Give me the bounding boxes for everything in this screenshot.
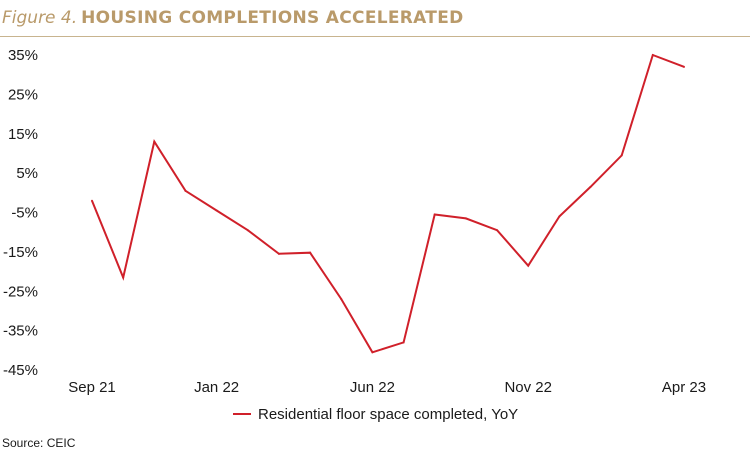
data-point (683, 65, 685, 68)
y-tick-label: -45% (3, 362, 38, 379)
data-point (402, 341, 405, 344)
data-point (620, 154, 623, 157)
x-tick-label: Jan 22 (194, 379, 239, 396)
data-point (277, 252, 280, 255)
x-tick-label: Apr 23 (662, 379, 706, 396)
header-rule (0, 36, 750, 37)
x-tick-label: Jun 22 (350, 379, 395, 396)
data-point (589, 185, 592, 188)
series-line (91, 53, 685, 354)
x-tick-label: Sep 21 (68, 379, 116, 396)
legend-label: Residential floor space completed, YoY (258, 406, 518, 423)
line-chart: 35% 25% 15% 5% -5% -15% -25% -35% -45% Sep 21 Jan… (3, 47, 706, 423)
data-point (371, 351, 374, 354)
x-tick-label: Nov 22 (504, 379, 552, 396)
y-axis: 35% 25% 15% 5% -5% -15% -25% -35% -45% (3, 47, 38, 379)
y-tick-label: -5% (11, 205, 38, 222)
y-tick-label: -15% (3, 244, 38, 261)
data-point (122, 276, 125, 279)
figure-number: Figure 4. (2, 8, 78, 28)
source-note: Source: CEIC (2, 436, 76, 450)
data-point (651, 54, 654, 56)
y-tick-label: 5% (16, 165, 38, 182)
figure-header: Figure 4. HOUSING COMPLETIONS ACCELERATED (2, 8, 464, 28)
y-tick-label: -25% (3, 283, 38, 300)
data-point (464, 217, 467, 220)
data-point (184, 189, 187, 192)
data-point (340, 298, 343, 301)
data-point (433, 213, 436, 216)
data-point (558, 215, 561, 218)
data-point (496, 229, 499, 232)
data-point (91, 199, 93, 202)
data-point (215, 209, 218, 212)
y-tick-label: 25% (8, 86, 38, 103)
data-point (527, 264, 530, 267)
y-tick-label: -35% (3, 323, 38, 340)
data-point (246, 229, 249, 232)
y-tick-label: 15% (8, 126, 38, 143)
data-point (309, 251, 312, 254)
y-tick-label: 35% (8, 47, 38, 64)
legend: Residential floor space completed, YoY (233, 406, 518, 423)
data-point (153, 140, 156, 143)
x-axis: Sep 21 Jan 22 Jun 22 Nov 22 Apr 23 (68, 379, 706, 396)
chart-title: HOUSING COMPLETIONS ACCELERATED (81, 8, 464, 28)
series-layer (91, 53, 685, 354)
